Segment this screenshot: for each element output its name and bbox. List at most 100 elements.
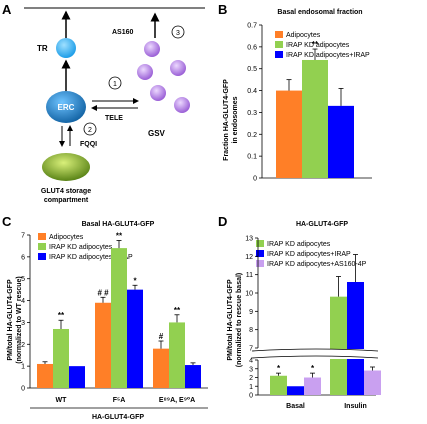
y-tick-label: 0.1 bbox=[247, 154, 257, 161]
bar bbox=[347, 282, 364, 395]
significance-label: # # bbox=[97, 288, 109, 297]
bar bbox=[270, 375, 287, 395]
step-2-badge bbox=[83, 122, 97, 136]
panel-c-chart: C Basal HA-GLUT4-GFP PM/total HA-GLUT4-G… bbox=[2, 214, 208, 421]
chart-d-legend: IRAP KD adipocytes IRAP KD adipocytes+IR… bbox=[256, 240, 367, 268]
gsv-vesicle bbox=[150, 85, 166, 101]
legend-label: IRAP KD adipocytes bbox=[49, 244, 113, 251]
panel-letter-b: B bbox=[218, 2, 227, 17]
tr-label: TR bbox=[37, 44, 48, 53]
bar bbox=[127, 289, 143, 388]
axis-break-mark bbox=[251, 355, 379, 359]
legend-swatch-irap-kd bbox=[38, 243, 46, 250]
chart-c-title: Basal HA-GLUT4-GFP bbox=[82, 221, 155, 228]
storage-label-line1: GLUT4 storage bbox=[41, 188, 91, 195]
y-tick-label: 0.3 bbox=[247, 110, 257, 117]
y-tick-label: 11 bbox=[246, 272, 253, 279]
chart-d-ylabel-2: (normalized to rescue basal) bbox=[236, 273, 243, 368]
legend-label: IRAP KD adipocytes bbox=[267, 241, 331, 248]
legend-swatch-irap-kd-irap bbox=[275, 51, 283, 58]
significance-label: * bbox=[311, 364, 315, 373]
legend-swatch-irap-kd-irap bbox=[256, 250, 264, 257]
glut4-storage-compartment bbox=[42, 153, 90, 181]
y-tick-label: 9 bbox=[249, 309, 253, 316]
legend-swatch-irap-kd bbox=[275, 41, 283, 48]
bar bbox=[304, 377, 321, 395]
y-tick-label: 1 bbox=[21, 364, 25, 371]
panel-letter-c: C bbox=[2, 214, 12, 229]
y-tick-label: 0.2 bbox=[247, 132, 257, 139]
chart-c-xlabel: HA-GLUT4-GFP bbox=[92, 414, 144, 421]
panel-a-diagram: A TR ERC 1 TELE 2 FQQI GLUT4 storage com… bbox=[2, 2, 205, 204]
chart-d-ylabel-1: PM/total HA-GLUT4-GFP bbox=[227, 279, 234, 361]
y-tick-label: 7 bbox=[21, 233, 25, 240]
legend-label: IRAP KD adipocytes+AS160-4P bbox=[267, 261, 367, 268]
legend-label: IRAP KD adipocytes bbox=[286, 42, 350, 49]
significance-label: ** bbox=[58, 311, 65, 320]
as160-label: AS160 bbox=[112, 29, 134, 36]
legend-swatch-irap-kd-irap bbox=[38, 253, 46, 260]
step-2-label: 2 bbox=[88, 127, 92, 134]
bar bbox=[302, 59, 328, 178]
significance-label: * bbox=[277, 364, 281, 373]
y-tick-label: 4 bbox=[21, 298, 25, 305]
chart-c-ylabel-1: PM/total HA-GLUT4-GFP bbox=[7, 279, 14, 361]
bar bbox=[276, 90, 302, 178]
legend-label: Adipocytes bbox=[49, 234, 84, 241]
x-category-label: WT bbox=[56, 397, 68, 404]
y-tick-label: 13 bbox=[245, 236, 253, 243]
significance-label: * bbox=[133, 276, 137, 285]
bar bbox=[69, 366, 85, 388]
bar bbox=[153, 348, 169, 388]
storage-label-line2: compartment bbox=[44, 197, 89, 204]
legend-swatch-irap-kd bbox=[256, 240, 264, 247]
y-tick-label: 0.6 bbox=[247, 44, 257, 51]
bar bbox=[37, 363, 53, 388]
gsv-vesicle bbox=[170, 60, 186, 76]
gsv-vesicle bbox=[174, 97, 190, 113]
y-tick-label: 0 bbox=[21, 386, 25, 393]
significance-label: ** bbox=[116, 231, 123, 240]
fqqi-label: FQQI bbox=[80, 141, 97, 148]
y-tick-label: 4 bbox=[249, 358, 253, 365]
axis-break-gap bbox=[252, 349, 378, 359]
tr-node bbox=[56, 38, 76, 58]
step-1-badge bbox=[108, 76, 122, 90]
x-category-label: E⁸⁹A, E⁹⁰A bbox=[159, 396, 195, 404]
erc-node bbox=[46, 91, 86, 123]
step-3-label: 3 bbox=[176, 30, 180, 37]
y-tick-label: 12 bbox=[245, 254, 253, 261]
legend-swatch-irap-kd-as160 bbox=[256, 260, 264, 267]
significance-label: ** bbox=[174, 306, 181, 315]
step-3-badge bbox=[171, 25, 185, 39]
y-tick-label: 2 bbox=[249, 375, 253, 382]
bar bbox=[364, 370, 381, 395]
panel-letter-d: D bbox=[218, 214, 227, 229]
tele-label: TELE bbox=[105, 115, 123, 122]
bar bbox=[287, 386, 304, 395]
bar bbox=[169, 322, 185, 388]
gsv-vesicle bbox=[144, 41, 160, 57]
step-1-label: 1 bbox=[113, 81, 117, 88]
chart-c-ylabel-2: (normalized to WT rescue) bbox=[16, 276, 23, 364]
chart-b-legend: Adipocytes IRAP KD adipocytes IRAP KD ad… bbox=[275, 31, 370, 59]
significance-label: ** bbox=[312, 40, 319, 49]
x-category-label: Insulin bbox=[344, 403, 367, 410]
y-tick-label: 2 bbox=[21, 342, 25, 349]
y-tick-label: 0.5 bbox=[247, 66, 257, 73]
chart-d-title: HA-GLUT4-GFP bbox=[296, 221, 348, 228]
legend-label: Adipocytes bbox=[286, 32, 321, 39]
gsv-label: GSV bbox=[148, 129, 166, 138]
y-tick-label: 1 bbox=[249, 384, 253, 391]
chart-b-ylabel-2: in endosomes bbox=[232, 96, 239, 143]
bar bbox=[95, 302, 111, 388]
axis-break-mark bbox=[251, 348, 379, 352]
significance-label: # bbox=[159, 332, 164, 341]
bar bbox=[330, 296, 347, 395]
y-tick-label: 0.4 bbox=[247, 88, 257, 95]
x-category-label: F⁵A bbox=[113, 397, 126, 404]
y-tick-label: 0 bbox=[249, 393, 253, 400]
y-tick-label: 10 bbox=[245, 291, 253, 298]
legend-swatch-adipocytes bbox=[38, 233, 46, 240]
